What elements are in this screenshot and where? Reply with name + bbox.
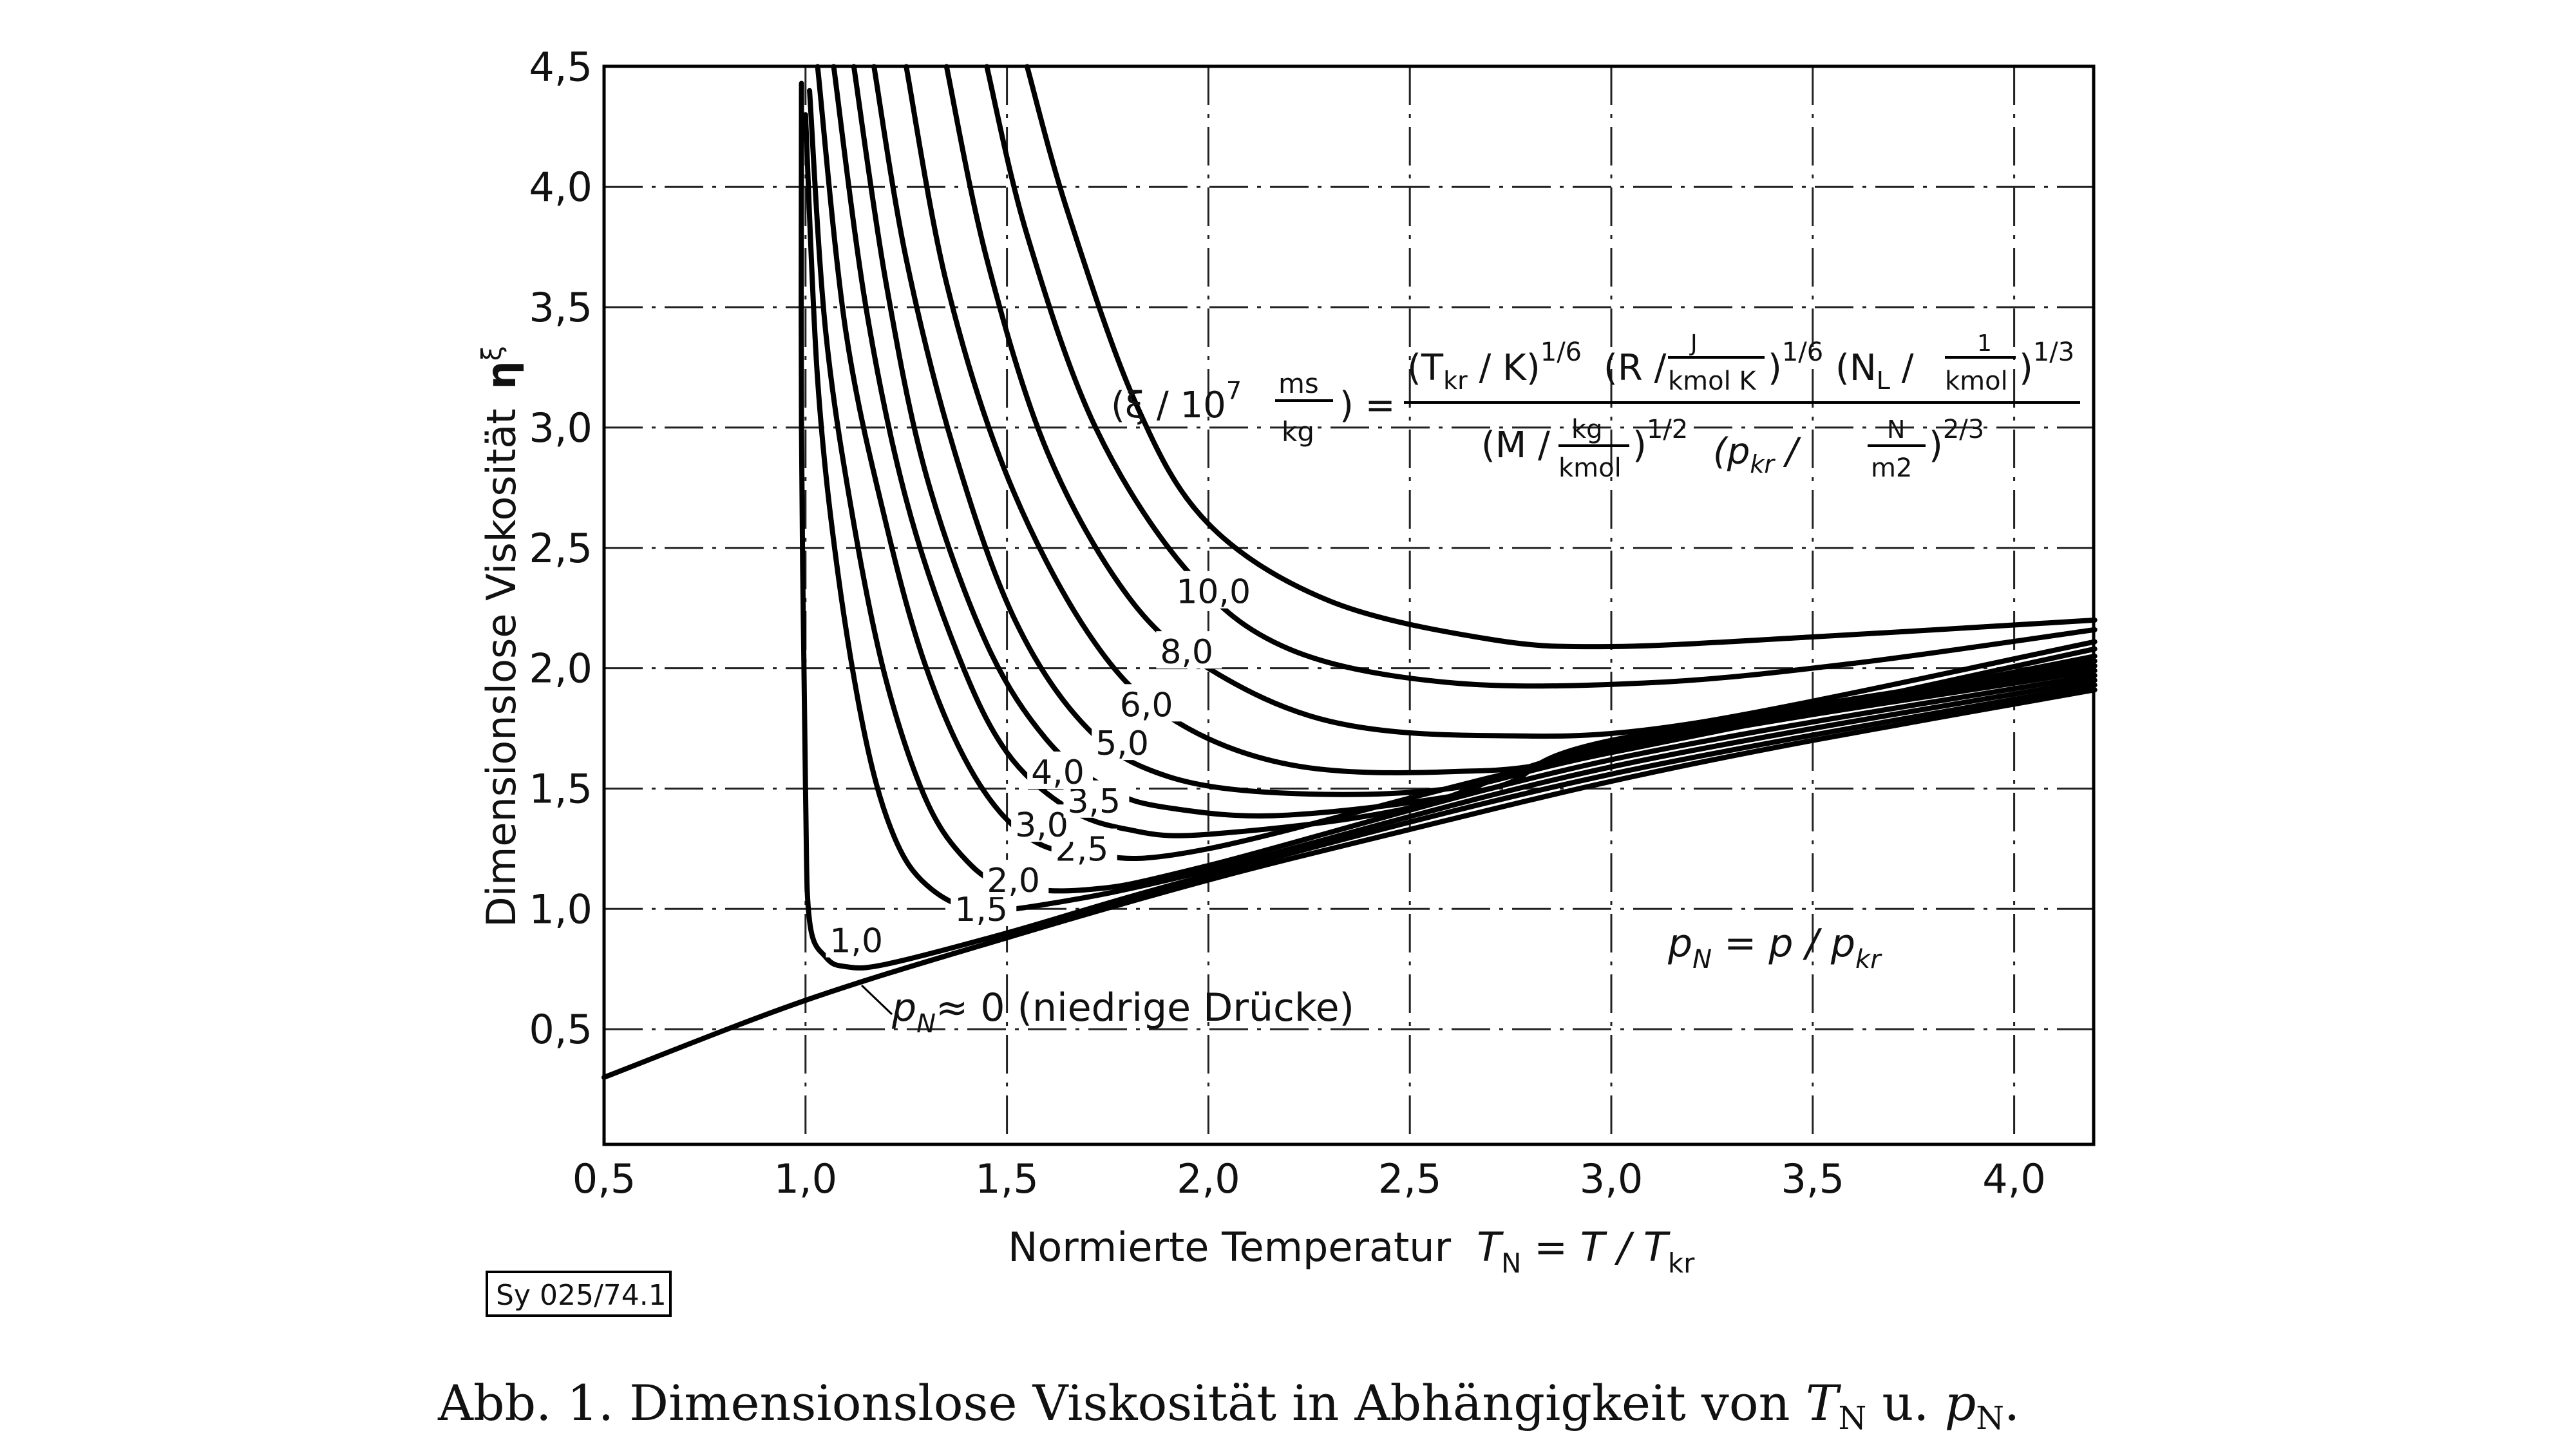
y-tick-label: 4,0 [529, 164, 592, 211]
x-tick-label: 1,5 [975, 1155, 1039, 1202]
curve-label-bg [1115, 684, 1182, 722]
low-pressure-sub: N [916, 1009, 936, 1039]
curve-pn-15 [802, 112, 2098, 913]
x-tick-label: 3,0 [1580, 1155, 1643, 1202]
curve-pn-pN0 [601, 687, 2098, 1080]
curve-label: 6,0 [1120, 686, 1173, 724]
svg-text:m2: m2 [1871, 453, 1912, 483]
svg-text:) =: ) = [1340, 384, 1396, 426]
curve-pn-20 [807, 88, 2098, 894]
curve-label-bg [1092, 723, 1158, 761]
curve-label-bg [983, 860, 1049, 898]
curve-pn-60 [943, 64, 2098, 739]
y-tick-label: 0,5 [529, 1006, 592, 1053]
x-tick-label: 2,5 [1378, 1155, 1442, 1202]
curve-label: 4,0 [1031, 753, 1084, 792]
plot-frame [602, 64, 2096, 1146]
curve-label: 2,0 [987, 862, 1040, 900]
svg-text:(pkr /: (pkr / [1713, 431, 1801, 478]
y-tick-label: 3,5 [529, 284, 592, 331]
y-tick-label: 3,0 [529, 404, 592, 451]
x-axis-label: Normierte Temperatur TN = T / Tkr [1008, 1224, 1695, 1279]
y-tick-label: 4,5 [529, 43, 592, 90]
curve-label-bg [1027, 751, 1094, 789]
svg-text:(Tkr / K)1/6: (Tkr / K)1/6 [1407, 337, 1582, 395]
curve-label: 10,0 [1176, 573, 1251, 612]
curve-pn-80 [984, 64, 2098, 689]
stamp-box [486, 1271, 672, 1317]
svg-text:kg: kg [1282, 416, 1314, 448]
curve-label: 5,0 [1095, 724, 1149, 763]
curve-labels: 1,01,52,02,53,03,54,05,06,08,010,0 [826, 571, 1258, 961]
stamp-text: Sy 025/74.1 [496, 1279, 667, 1312]
curve-label-bg [1172, 571, 1258, 609]
x-tick-label: 1,0 [773, 1155, 837, 1202]
pn-definition: pN = p / pkr [1667, 921, 1882, 974]
x-tick-label: 4,0 [1982, 1155, 2046, 1202]
svg-text:)1/6: )1/6 [1768, 337, 1823, 389]
xi-formula: (ξ / 107 ms kg ) = (Tkr / K)1/6 (R / J k… [1111, 330, 2080, 483]
curve-label: 8,0 [1160, 633, 1213, 672]
svg-text:(ξ / 107: (ξ / 107 [1111, 377, 1242, 426]
figure-caption: Abb. 1. Dimensionslose Viskosität in Abh… [437, 1374, 2020, 1437]
y-tick-label: 2,0 [529, 645, 592, 692]
svg-text:)1/3: )1/3 [2019, 337, 2074, 389]
curve-pn-100 [1024, 64, 2098, 650]
svg-text:(NL /: (NL / [1835, 347, 1914, 395]
curve-label-bg [1156, 631, 1222, 669]
curve-pn-50 [904, 64, 2098, 775]
tick-labels: 0,5 1,0 1,5 2,0 2,5 3,0 3,5 4,0 0,5 1,0 1,5 2,0 2,5 3… [529, 43, 2046, 1202]
y-tick-label: 1,5 [529, 765, 592, 812]
svg-text:N: N [1887, 415, 1905, 444]
low-pressure-p: p [891, 985, 916, 1030]
svg-text:)2/3: )2/3 [1929, 415, 1984, 466]
svg-text:kmol: kmol [1945, 366, 2008, 396]
x-tick-label: 2,0 [1177, 1155, 1240, 1202]
svg-text:1: 1 [1977, 330, 1992, 357]
low-pressure-text: ≈ 0 (niedrige Drücke) [936, 985, 1354, 1030]
svg-text:ms: ms [1278, 368, 1319, 399]
curve-label-bg [826, 920, 892, 958]
low-pressure-label: pN≈ 0 (niedrige Drücke) [891, 985, 1354, 1039]
svg-text:J: J [1689, 330, 1698, 357]
y-axis-label: Dimensionslose Viskositätηξ [476, 346, 525, 927]
svg-text:(R /: (R / [1604, 347, 1667, 389]
low-pressure-leader [860, 984, 893, 1016]
x-tick-label: 0,5 [573, 1155, 636, 1202]
y-tick-label: 2,5 [529, 525, 592, 572]
curve-label: 3,0 [1015, 806, 1068, 845]
svg-text:kmol K: kmol K [1668, 366, 1757, 396]
svg-text:)1/2: )1/2 [1633, 415, 1688, 466]
svg-text:(M /: (M / [1481, 424, 1550, 466]
curve-pn-10 [799, 80, 2098, 971]
x-tick-label: 3,5 [1781, 1155, 1844, 1202]
curve-label: 1,0 [829, 922, 883, 961]
svg-text:kg: kg [1571, 415, 1603, 444]
svg-text:kmol: kmol [1558, 453, 1622, 483]
y-tick-label: 1,0 [529, 886, 592, 933]
